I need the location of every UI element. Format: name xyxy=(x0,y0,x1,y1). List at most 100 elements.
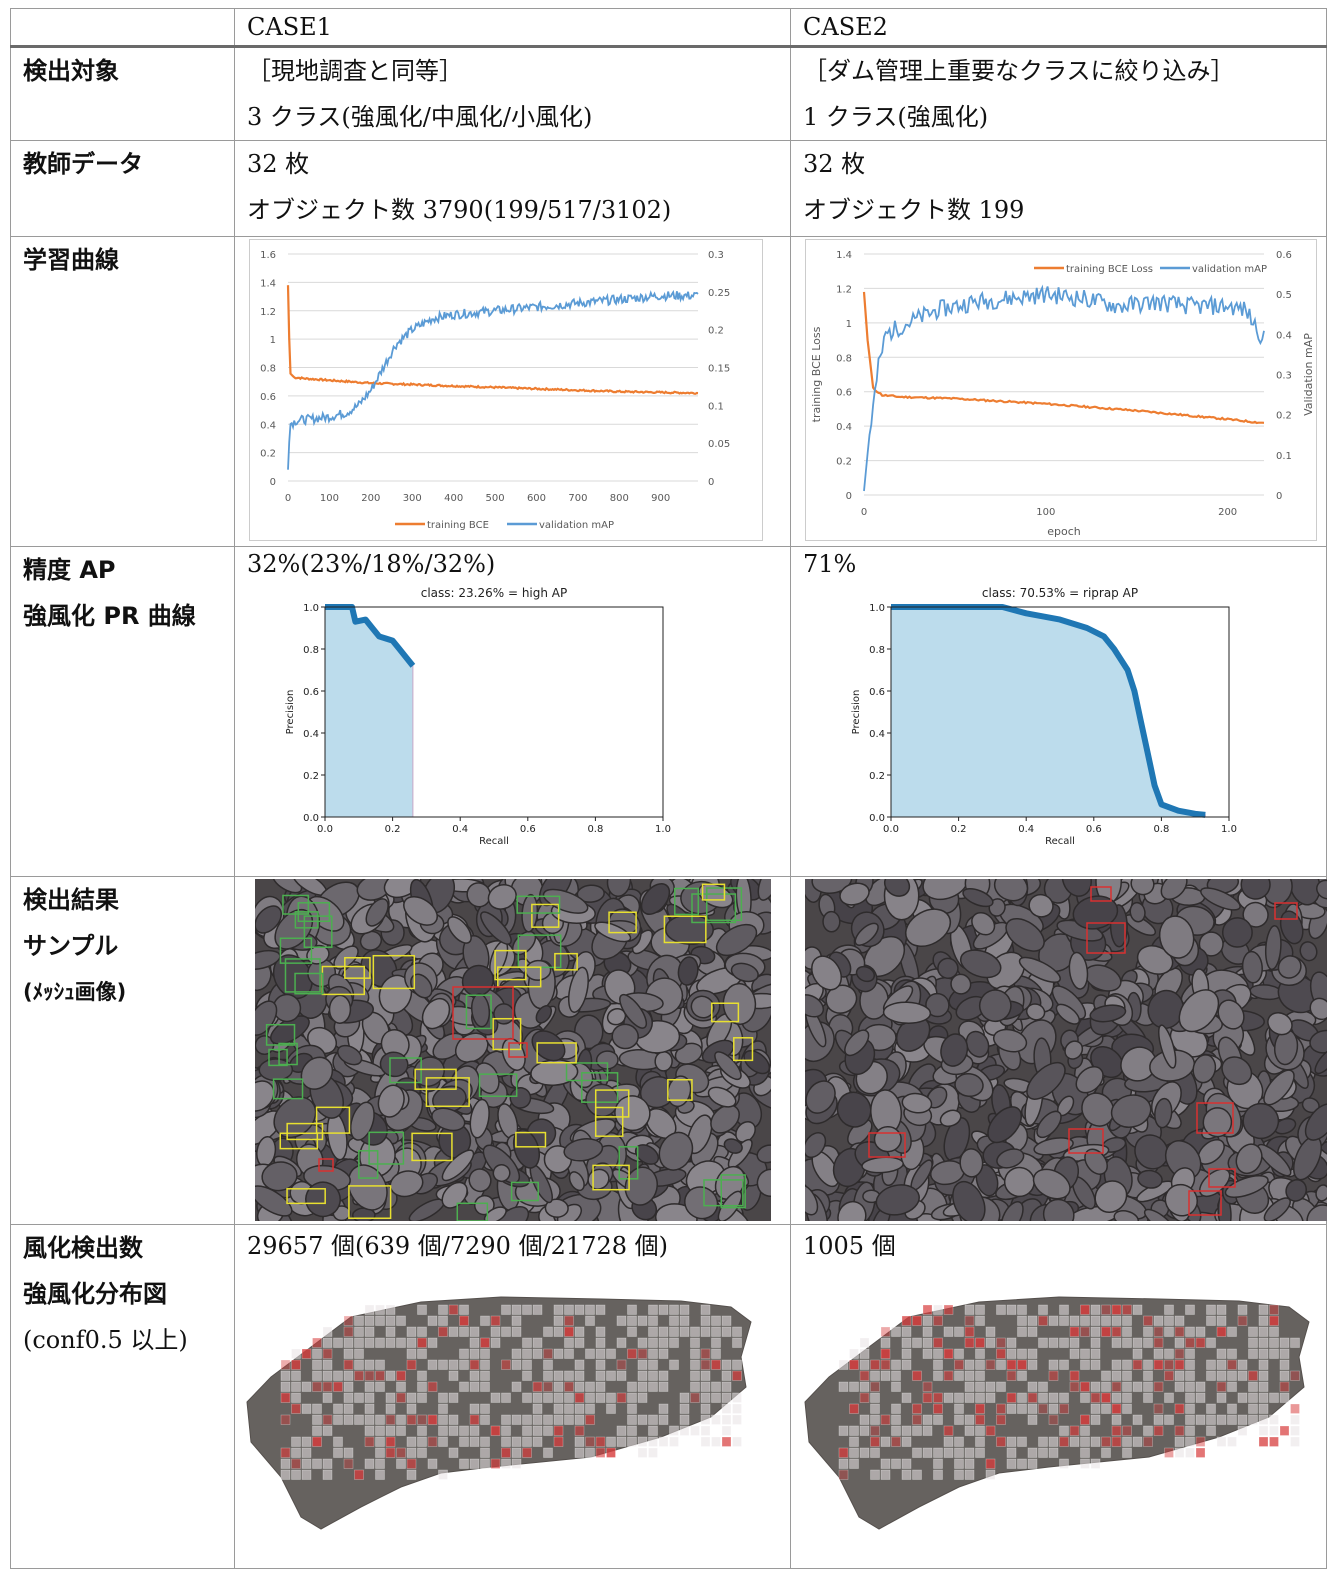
grid-cell xyxy=(996,1403,1006,1414)
y-right-tick-label: 0.5 xyxy=(1276,290,1292,301)
pr-axes-frame xyxy=(890,606,1230,818)
grid-cell xyxy=(637,1436,648,1447)
grid-cell xyxy=(1090,1359,1101,1370)
grid-cell xyxy=(679,1304,690,1315)
grid-cell xyxy=(912,1370,922,1381)
grid-cell xyxy=(658,1304,669,1315)
grid-cell xyxy=(1279,1348,1290,1359)
grid-cell xyxy=(1027,1403,1038,1414)
grid-cell xyxy=(1206,1337,1216,1348)
grid-cell xyxy=(606,1348,616,1359)
grid-cell xyxy=(1006,1458,1017,1469)
grid-cell xyxy=(870,1381,880,1392)
grid-cell xyxy=(448,1359,459,1370)
stone xyxy=(730,962,759,983)
header-empty xyxy=(10,8,235,48)
detection-box xyxy=(358,1150,379,1179)
grid-cell xyxy=(933,1458,943,1469)
distribution-map-case2 xyxy=(804,1296,1310,1530)
stone xyxy=(922,879,970,901)
grid-cell xyxy=(964,1414,975,1425)
grid-cell xyxy=(943,1436,954,1447)
train-case1-line1: 32 枚 xyxy=(247,150,310,178)
detection-box xyxy=(508,1042,528,1058)
stone xyxy=(1241,950,1263,984)
grid-cell xyxy=(522,1348,532,1359)
grid-cell xyxy=(585,1447,595,1458)
grid-cell xyxy=(891,1425,901,1436)
detection-box xyxy=(531,903,560,928)
y-left-tick-label: 0.4 xyxy=(260,420,276,431)
stone xyxy=(987,1106,1023,1144)
grid-cell xyxy=(669,1315,679,1326)
grid-cell xyxy=(1237,1414,1248,1425)
detection-box xyxy=(411,1132,453,1162)
grid-cell xyxy=(1195,1337,1206,1348)
grid-cell xyxy=(1248,1403,1258,1414)
grid-cell xyxy=(574,1304,585,1315)
grid-cell xyxy=(291,1469,301,1480)
grid-cell xyxy=(595,1447,606,1458)
grid-cell xyxy=(291,1392,301,1403)
grid-cell xyxy=(364,1414,375,1425)
grid-cell xyxy=(1048,1315,1059,1326)
grid-cell xyxy=(1206,1359,1216,1370)
grid-cell xyxy=(975,1425,985,1436)
detection-box xyxy=(294,972,324,995)
grid-cell xyxy=(553,1304,564,1315)
x-tick-label: 200 xyxy=(361,493,380,504)
detection-box xyxy=(1188,1190,1222,1216)
grid-cell xyxy=(1059,1304,1069,1315)
distribution-map-case1 xyxy=(246,1296,752,1530)
grid-cell xyxy=(1164,1348,1174,1359)
grid-cell xyxy=(964,1425,975,1436)
grid-cell xyxy=(1017,1392,1027,1403)
grid-cell xyxy=(364,1392,375,1403)
target-case1-line1: ［現地調査と同等］ xyxy=(247,57,463,85)
grid-cell xyxy=(406,1447,417,1458)
y-right-axis-label: Validation mAP xyxy=(1302,333,1315,416)
grid-cell xyxy=(1111,1326,1122,1337)
grid-cell xyxy=(1080,1436,1090,1447)
grid-cell xyxy=(870,1436,880,1447)
grid-cell xyxy=(1038,1403,1048,1414)
stone xyxy=(654,1050,673,1072)
pr-area xyxy=(890,606,1206,818)
stone xyxy=(1084,1148,1108,1175)
grid-cell xyxy=(501,1326,511,1337)
grid-cell xyxy=(1017,1304,1027,1315)
stone xyxy=(756,1168,771,1197)
grid-cell xyxy=(1111,1414,1122,1425)
grid-cell xyxy=(427,1458,438,1469)
grid-cell xyxy=(975,1348,985,1359)
stone xyxy=(535,1005,553,1024)
grid-cell xyxy=(354,1315,364,1326)
grid-cell xyxy=(1206,1370,1216,1381)
stone xyxy=(365,898,389,927)
count-case2: 1005 個 xyxy=(790,1224,1327,1569)
stone xyxy=(261,1161,298,1192)
grid-cell xyxy=(849,1381,859,1392)
stone xyxy=(940,1033,969,1067)
grid-cell xyxy=(1059,1337,1069,1348)
grid-cell xyxy=(912,1414,922,1425)
y-tick-label: 0.2 xyxy=(869,771,885,782)
grid-cell xyxy=(1132,1337,1143,1348)
grid-cell xyxy=(1216,1436,1227,1447)
stone xyxy=(431,1107,466,1132)
grid-cell xyxy=(459,1381,469,1392)
grid-cell xyxy=(690,1348,700,1359)
grid-cell xyxy=(637,1348,648,1359)
grid-cell xyxy=(901,1315,912,1326)
grid-cell xyxy=(679,1403,690,1414)
grid-cell xyxy=(333,1447,343,1458)
stone xyxy=(735,1120,756,1143)
stone xyxy=(447,916,472,944)
grid-cell xyxy=(1185,1370,1195,1381)
grid-cell xyxy=(627,1436,637,1447)
grid-cell xyxy=(564,1414,574,1425)
grid-cell xyxy=(954,1392,964,1403)
grid-cell xyxy=(1017,1403,1027,1414)
grid-cell xyxy=(417,1381,427,1392)
grid-cell xyxy=(312,1414,322,1425)
